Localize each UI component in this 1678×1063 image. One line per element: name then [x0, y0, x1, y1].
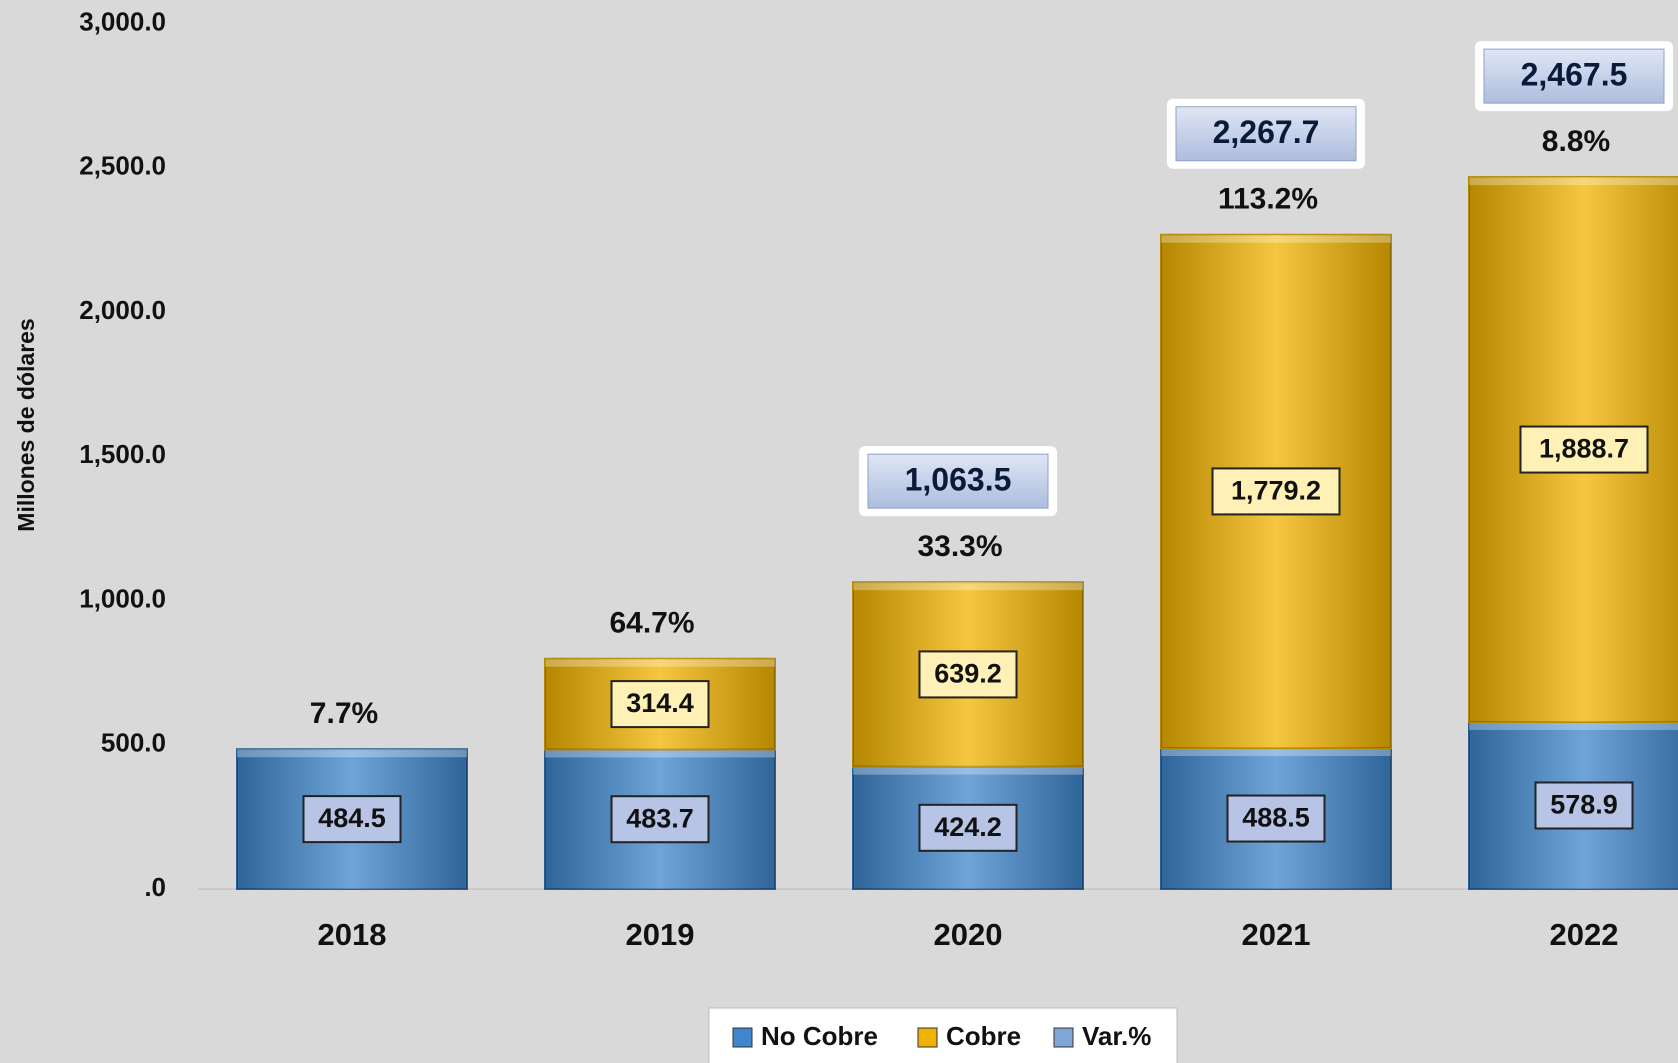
data-label-box — [610, 795, 710, 844]
variation-label: 113.2% — [1218, 183, 1318, 216]
y-tick-label: 2,000.0 — [79, 295, 166, 325]
bar-top — [237, 749, 467, 758]
data-label-box — [918, 650, 1018, 699]
total-box-inner — [1483, 48, 1665, 104]
bar-top — [1469, 177, 1678, 186]
y-tick-label: .0 — [144, 872, 166, 902]
x-tick-label: 2020 — [934, 917, 1003, 952]
legend-label: Var.% — [1082, 1021, 1151, 1051]
total-box-inner — [867, 453, 1049, 509]
y-tick-label: 1,500.0 — [79, 439, 166, 469]
bar-top — [545, 658, 775, 667]
y-tick-label: 3,000.0 — [79, 6, 166, 36]
legend-swatch — [732, 1027, 753, 1048]
bar-top — [1161, 748, 1391, 757]
data-label: 484.5 — [318, 803, 386, 833]
legend-box — [708, 1007, 1178, 1063]
data-label-box — [1226, 794, 1326, 843]
total-label: 2,267.7 — [1213, 114, 1320, 150]
data-label: 488.5 — [1242, 803, 1310, 833]
legend-label: No Cobre — [761, 1021, 878, 1051]
bar-top — [545, 749, 775, 758]
y-tick-label: 500.0 — [101, 728, 166, 758]
legend-swatch — [1053, 1027, 1074, 1048]
bar-top — [1469, 721, 1678, 730]
variation-label: 33.3% — [917, 530, 1002, 563]
x-tick-label: 2018 — [318, 917, 387, 952]
data-label-box — [1534, 781, 1634, 830]
total-label: 2,467.5 — [1521, 57, 1628, 93]
total-label: 1,063.5 — [905, 462, 1012, 498]
bar-top — [853, 766, 1083, 775]
data-label: 483.7 — [626, 803, 694, 833]
legend-swatch — [917, 1027, 938, 1048]
data-label: 578.9 — [1550, 790, 1618, 820]
total-box-inner — [1175, 106, 1357, 162]
data-label: 1,888.7 — [1539, 434, 1629, 464]
data-label: 1,779.2 — [1231, 476, 1321, 506]
data-label-box — [610, 680, 710, 729]
data-label-box — [302, 795, 402, 844]
data-label-box — [1519, 425, 1649, 474]
y-axis-title: Millones de dólares — [13, 318, 39, 531]
variation-label: 7.7% — [310, 697, 378, 730]
data-label-box — [918, 803, 1018, 852]
variation-label: 64.7% — [609, 607, 694, 640]
variation-label: 8.8% — [1542, 125, 1610, 158]
data-label: 424.2 — [934, 812, 1002, 842]
x-tick-label: 2022 — [1550, 917, 1619, 952]
legend-label: Cobre — [946, 1021, 1021, 1051]
y-tick-label: 2,500.0 — [79, 151, 166, 181]
y-tick-label: 1,000.0 — [79, 583, 166, 613]
x-tick-label: 2019 — [626, 917, 695, 952]
bar-top — [1161, 234, 1391, 243]
x-tick-label: 2021 — [1242, 917, 1311, 952]
bar-top — [853, 582, 1083, 591]
data-label: 314.4 — [626, 688, 694, 718]
data-label-box — [1211, 467, 1341, 516]
data-label: 639.2 — [934, 659, 1002, 689]
